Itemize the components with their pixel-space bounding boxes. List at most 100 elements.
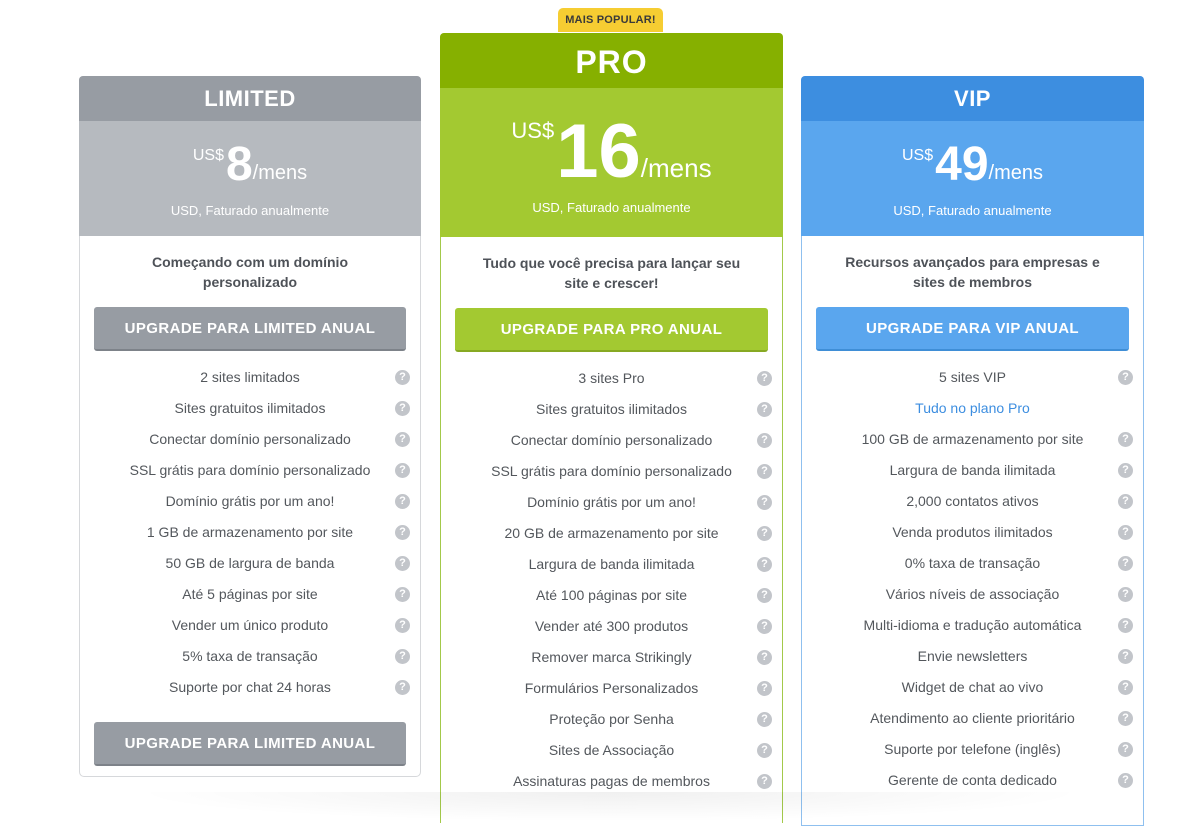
- feature-text: Widget de chat ao vivo: [901, 679, 1044, 695]
- feature-text: Conectar domínio personalizado: [149, 431, 351, 447]
- feature-item: Conectar domínio personalizado?: [80, 429, 420, 460]
- feature-text: 1 GB de armazenamento por site: [146, 524, 354, 540]
- plan-tagline: Recursos avançados para empresas e sites…: [845, 254, 1100, 290]
- help-icon[interactable]: ?: [1118, 463, 1133, 478]
- help-icon[interactable]: ?: [757, 774, 772, 789]
- help-icon[interactable]: ?: [395, 680, 410, 695]
- help-icon[interactable]: ?: [395, 618, 410, 633]
- feature-text: SSL grátis para domínio personalizado: [491, 463, 732, 479]
- feature-item: Formulários Personalizados?: [441, 678, 782, 709]
- plan-name: LIMITED: [79, 76, 421, 121]
- feature-item: Envie newsletters?: [802, 646, 1143, 677]
- help-icon[interactable]: ?: [395, 401, 410, 416]
- help-icon[interactable]: ?: [757, 712, 772, 727]
- feature-text: Formulários Personalizados: [524, 680, 699, 696]
- feature-text: Envie newsletters: [917, 648, 1028, 664]
- help-icon[interactable]: ?: [1118, 432, 1133, 447]
- help-icon[interactable]: ?: [395, 556, 410, 571]
- help-icon[interactable]: ?: [1118, 494, 1133, 509]
- feature-item: Conectar domínio personalizado?: [441, 430, 782, 461]
- feature-item: Largura de banda ilimitada?: [441, 554, 782, 585]
- feature-item: 5 sites VIP?: [802, 367, 1143, 398]
- help-icon[interactable]: ?: [757, 526, 772, 541]
- help-icon[interactable]: ?: [395, 649, 410, 664]
- plan-card-limited: LIMITED US$ 8 /mens USD, Faturado anualm…: [79, 76, 421, 777]
- help-icon[interactable]: ?: [757, 557, 772, 572]
- feature-item: SSL grátis para domínio personalizado?: [441, 461, 782, 492]
- feature-item: Remover marca Strikingly?: [441, 647, 782, 678]
- help-icon[interactable]: ?: [1118, 370, 1133, 385]
- bottom-shadow: [130, 792, 1090, 822]
- help-icon[interactable]: ?: [1118, 742, 1133, 757]
- help-icon[interactable]: ?: [757, 650, 772, 665]
- feature-item: 2,000 contatos ativos?: [802, 491, 1143, 522]
- feature-text: Sites gratuitos ilimitados: [536, 401, 687, 417]
- price-currency: US$: [511, 118, 555, 143]
- feature-item: 100 GB de armazenamento por site?: [802, 429, 1143, 460]
- feature-text: Domínio grátis por um ano!: [165, 493, 335, 509]
- help-icon[interactable]: ?: [1118, 556, 1133, 571]
- feature-text: Multi-idioma e tradução automática: [863, 617, 1082, 633]
- feature-item: Largura de banda ilimitada?: [802, 460, 1143, 491]
- feature-item: SSL grátis para domínio personalizado?: [80, 460, 420, 491]
- billing-note: USD, Faturado anualmente: [170, 203, 330, 218]
- feature-text: 100 GB de armazenamento por site: [861, 431, 1084, 447]
- feature-text: Até 100 páginas por site: [536, 587, 687, 603]
- help-icon[interactable]: ?: [395, 525, 410, 540]
- price: US$ 16 /mens: [440, 88, 783, 190]
- help-icon[interactable]: ?: [757, 619, 772, 634]
- help-icon[interactable]: ?: [757, 588, 772, 603]
- feature-text: Sites gratuitos ilimitados: [174, 400, 326, 416]
- help-icon[interactable]: ?: [757, 743, 772, 758]
- upgrade-pro-button[interactable]: UPGRADE PARA PRO ANUAL: [455, 308, 768, 352]
- help-icon[interactable]: ?: [1118, 649, 1133, 664]
- help-icon[interactable]: ?: [395, 463, 410, 478]
- feature-text: Domínio grátis por um ano!: [527, 494, 696, 510]
- help-icon[interactable]: ?: [757, 371, 772, 386]
- feature-item: Proteção por Senha?: [441, 709, 782, 740]
- plan-name: PRO: [440, 33, 783, 88]
- help-icon[interactable]: ?: [1118, 525, 1133, 540]
- feature-list: 5 sites VIP? Tudo no plano Pro 100 GB de a…: [802, 367, 1143, 801]
- help-icon[interactable]: ?: [1118, 711, 1133, 726]
- price-area: US$ 16 /mens USD, Faturado anualmente: [440, 88, 783, 237]
- price-currency: US$: [902, 147, 934, 164]
- help-icon[interactable]: ?: [757, 402, 772, 417]
- price-area: US$ 49 /mens USD, Faturado anualmente: [801, 121, 1144, 236]
- upgrade-vip-button[interactable]: UPGRADE PARA VIP ANUAL: [816, 307, 1129, 351]
- plan-name: VIP: [801, 76, 1144, 121]
- help-icon[interactable]: ?: [757, 464, 772, 479]
- help-icon[interactable]: ?: [1118, 587, 1133, 602]
- help-icon[interactable]: ?: [1118, 680, 1133, 695]
- feature-item: Widget de chat ao vivo?: [802, 677, 1143, 708]
- feature-text: 20 GB de armazenamento por site: [504, 525, 719, 541]
- help-icon[interactable]: ?: [395, 432, 410, 447]
- help-icon[interactable]: ?: [757, 681, 772, 696]
- help-icon[interactable]: ?: [395, 587, 410, 602]
- price-period: /mens: [252, 162, 308, 184]
- feature-list: 3 sites Pro? Sites gratuitos ilimitados? C…: [441, 368, 782, 802]
- help-icon[interactable]: ?: [757, 495, 772, 510]
- help-icon[interactable]: ?: [1118, 618, 1133, 633]
- upgrade-limited-button[interactable]: UPGRADE PARA LIMITED ANUAL: [94, 307, 406, 351]
- price-amount: 16: [556, 109, 641, 194]
- feature-text: Vender até 300 produtos: [534, 618, 689, 634]
- feature-text: 0% taxa de transação: [904, 555, 1041, 571]
- feature-item: Suporte por telefone (inglês)?: [802, 739, 1143, 770]
- plan-card-vip: VIP US$ 49 /mens USD, Faturado anualment…: [801, 76, 1144, 826]
- upgrade-limited-bottom-button[interactable]: UPGRADE PARA LIMITED ANUAL: [94, 722, 406, 766]
- feature-item: Venda produtos ilimitados?: [802, 522, 1143, 553]
- help-icon[interactable]: ?: [395, 370, 410, 385]
- feature-link-all-pro[interactable]: Tudo no plano Pro: [802, 398, 1143, 429]
- feature-text: 2 sites limitados: [200, 369, 300, 385]
- help-icon[interactable]: ?: [395, 494, 410, 509]
- feature-text: Proteção por Senha: [549, 711, 674, 727]
- help-icon[interactable]: ?: [1118, 773, 1133, 788]
- feature-text: Suporte por telefone (inglês): [884, 741, 1061, 757]
- feature-text[interactable]: Tudo no plano Pro: [915, 400, 1030, 416]
- feature-item: Sites gratuitos ilimitados?: [80, 398, 420, 429]
- feature-text: Gerente de conta dedicado: [888, 772, 1057, 788]
- feature-item: 0% taxa de transação?: [802, 553, 1143, 584]
- feature-item: 20 GB de armazenamento por site?: [441, 523, 782, 554]
- help-icon[interactable]: ?: [757, 433, 772, 448]
